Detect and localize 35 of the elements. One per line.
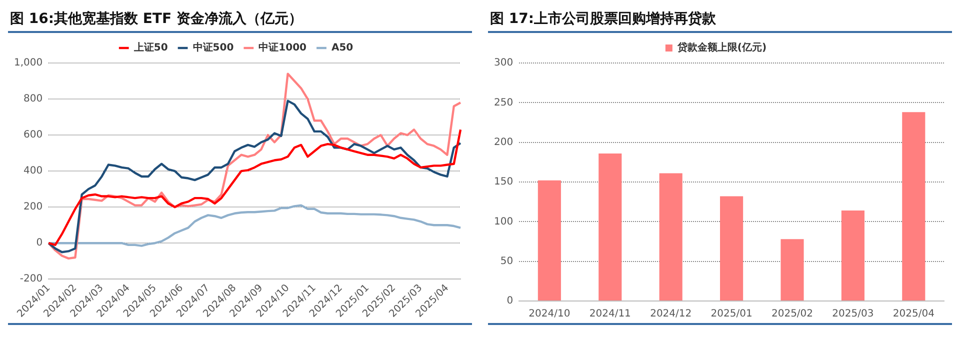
y-tick-label: 400 [24,166,43,177]
chart-title: 图 17:上市公司股票回购增持再贷款 [488,8,952,33]
y-tick-label: 250 [494,97,514,108]
y-tick-label: 300 [494,58,514,69]
x-tick-label: 2025/02 [771,308,814,320]
y-tick-label: 100 [494,216,514,228]
bar [780,239,804,300]
bar [538,180,561,300]
y-tick-label: 150 [494,176,514,188]
x-tick-label: 2025/04 [892,308,934,320]
y-tick-label: 50 [500,256,514,267]
bar [659,173,682,300]
x-tick-label: 2025/03 [832,308,874,320]
x-tick-label: 2024/10 [528,308,570,320]
y-tick-label: 600 [24,130,43,141]
legend-label: A50 [331,42,354,54]
y-tick-label: 200 [494,136,514,148]
legend-label: 中证1000 [258,42,307,54]
y-tick-label: 200 [24,202,43,213]
x-tick-label: 2025/01 [710,308,752,320]
y-tick-label: 0 [36,238,43,249]
legend-label: 中证500 [192,42,234,54]
bar [598,153,622,300]
chart-title: 图 16:其他宽基指数 ETF 资金净流入（亿元） [8,8,472,33]
y-tick-label: 0 [506,296,514,307]
legend-label: 上证50 [132,42,168,54]
x-tick-label: 2024/12 [650,308,692,320]
y-tick-label: 1,000 [14,58,43,69]
bar [720,196,744,300]
bar [902,112,926,300]
bar [841,210,864,300]
x-tick-label: 2024/11 [589,308,631,320]
y-tick-label: 800 [24,94,43,105]
legend-label: 贷款金额上限(亿元) [676,42,767,54]
y-tick-label: -200 [20,274,43,285]
